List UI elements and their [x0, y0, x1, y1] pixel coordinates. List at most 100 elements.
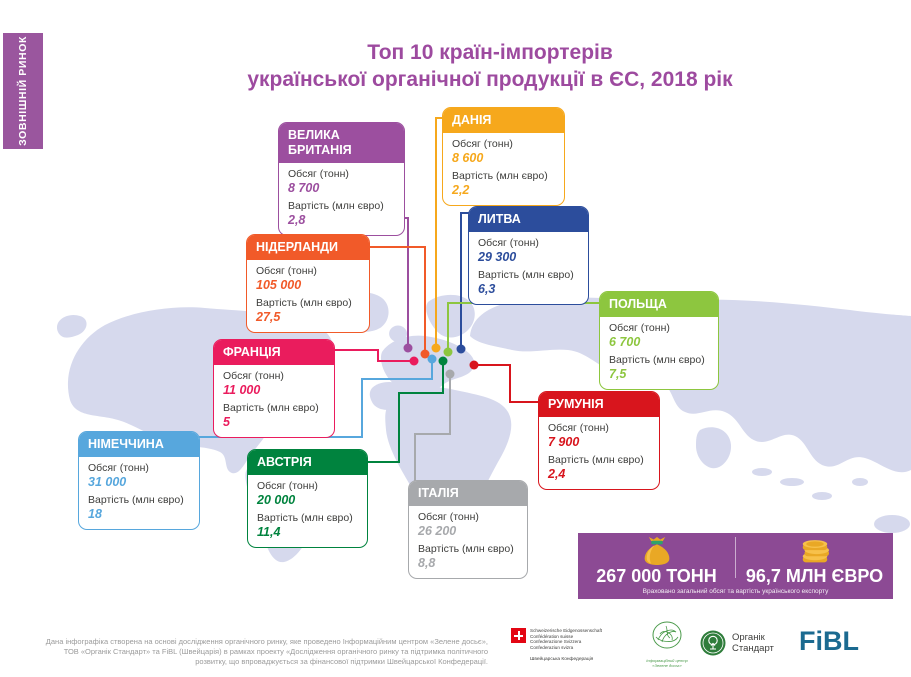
credit-line: Дана інфографіка створена на основі досл… [45, 637, 488, 646]
fibl-logo: FiBL [799, 626, 859, 656]
connector-velyka-brytaniia [404, 217, 409, 348]
value-value: 8,8 [418, 556, 436, 570]
value-value: 18 [88, 507, 102, 521]
country-card-lytva: ЛИТВА Обсяг (тонн) 29 300 Вартість (млн … [468, 206, 589, 305]
credit-text: Дана інфографіка створена на основі досл… [28, 637, 488, 667]
map-marker-nimechchyna [427, 354, 437, 364]
total-euros: 96,7 МЛН ЄВРО [745, 566, 884, 586]
country-name: НІДЕРЛАНДИ [247, 235, 369, 260]
country-card-niderlandy: НІДЕРЛАНДИ Обсяг (тонн) 105 000 Вартість… [246, 234, 370, 333]
swiss-line: Schweizerische Eidgenossenschaft [530, 628, 603, 633]
connector-italiia [414, 374, 451, 481]
value-value: 6,3 [478, 282, 496, 296]
map-marker-frantsiia [409, 356, 419, 366]
volume-value: 26 200 [418, 524, 457, 538]
volume-value: 11 000 [223, 383, 261, 397]
zelene-dosie-logo: Інформаційний центр «Зелене досьє» [637, 620, 697, 668]
map-marker-lytva [456, 344, 466, 354]
volume-label: Обсяг (тонн) [478, 237, 539, 249]
totals-note: Враховано загальний обсяг та вартість ук… [642, 588, 829, 595]
value-label: Вартість (млн євро) [288, 200, 384, 212]
volume-value: 105 000 [256, 278, 302, 292]
volume-value: 6 700 [609, 335, 641, 349]
organic-standard-line1: Органік [732, 632, 765, 643]
connector-daniia [435, 117, 443, 348]
organic-standard-line2: Стандарт [732, 643, 774, 654]
value-label: Вартість (млн євро) [478, 269, 574, 281]
volume-label: Обсяг (тонн) [609, 322, 670, 334]
volume-label: Обсяг (тонн) [452, 138, 513, 150]
value-label: Вартість (млн євро) [548, 454, 644, 466]
value-value: 5 [223, 415, 230, 429]
country-card-velyka-brytaniia: ВЕЛИКА БРИТАНІЯ Обсяг (тонн) 8 700 Варті… [278, 122, 405, 236]
map-marker-daniia [431, 343, 441, 353]
swiss-line: Confédération suisse [530, 633, 574, 639]
volume-value: 8 600 [452, 151, 484, 165]
country-name: РУМУНІЯ [539, 392, 659, 417]
value-value: 7,5 [609, 367, 627, 381]
totals-box: 267 000 ТОНН [578, 533, 893, 599]
country-card-polshcha: ПОЛЬЩА Обсяг (тонн) 6 700 Вартість (млн … [599, 291, 719, 390]
credit-line: розвитку, що впроваджується за фінансово… [195, 657, 488, 666]
map-marker-velyka-brytaniia [403, 343, 413, 353]
coin-stack-icon [795, 537, 835, 565]
country-card-avstriia: АВСТРІЯ Обсяг (тонн) 20 000 Вартість (мл… [247, 449, 368, 548]
swiss-line: Confederazione Svizzera [530, 639, 582, 645]
summary-divider [735, 537, 736, 578]
organic-standard-logo: Органік Стандарт [700, 630, 774, 656]
zelene-caption-line1: Інформаційний центр [646, 658, 688, 663]
value-label: Вартість (млн євро) [418, 543, 514, 555]
sidebar-tab: ЗОВНІШНІЙ РИНОК [3, 33, 43, 149]
country-name: ПОЛЬЩА [600, 292, 718, 317]
country-name: ВЕЛИКА БРИТАНІЯ [279, 123, 404, 163]
value-value: 2,2 [452, 183, 470, 197]
country-card-daniia: ДАНІЯ Обсяг (тонн) 8 600 Вартість (млн є… [442, 107, 565, 206]
value-label: Вартість (млн євро) [452, 170, 548, 182]
total-tons: 267 000 ТОНН [596, 566, 717, 586]
swiss-flag-icon [511, 628, 526, 643]
volume-value: 31 000 [88, 475, 127, 489]
value-label: Вартість (млн євро) [257, 512, 353, 524]
map-marker-avstriia [438, 356, 448, 366]
tree-icon [700, 630, 726, 656]
credit-line: ТОВ «Органік Стандарт» та FiBL (Швейцарі… [63, 647, 488, 656]
swiss-line: Confederaziun svizra [530, 644, 574, 650]
page-title: Топ 10 країн-імпортерів української орга… [110, 39, 870, 93]
value-value: 2,4 [548, 467, 566, 481]
swiss-caption: Швейцарська Конфедерація [530, 657, 594, 663]
value-label: Вартість (млн євро) [256, 297, 352, 309]
swiss-confederation-logo: Schweizerische Eidgenossenschaft Confédé… [511, 628, 621, 662]
country-name: ЛИТВА [469, 207, 588, 232]
volume-value: 8 700 [288, 181, 320, 195]
value-label: Вартість (млн євро) [609, 354, 705, 366]
map-marker-italiia [445, 369, 455, 379]
volume-label: Обсяг (тонн) [257, 480, 318, 492]
country-card-frantsiia: ФРАНЦІЯ Обсяг (тонн) 11 000 Вартість (мл… [213, 339, 335, 438]
volume-value: 20 000 [257, 493, 296, 507]
connector-polshcha [447, 302, 600, 352]
country-name: ФРАНЦІЯ [214, 340, 334, 365]
country-name: ІТАЛІЯ [409, 481, 527, 506]
page-title-line1: Топ 10 країн-імпортерів [367, 41, 613, 64]
money-bag-icon [640, 537, 674, 565]
connector-frantsiia [334, 349, 414, 362]
volume-value: 29 300 [478, 250, 517, 264]
volume-label: Обсяг (тонн) [223, 370, 284, 382]
volume-value: 7 900 [548, 435, 580, 449]
country-name: АВСТРІЯ [248, 450, 367, 475]
value-value: 11,4 [257, 525, 281, 539]
connector-avstriia [367, 361, 444, 463]
value-label: Вартість (млн євро) [88, 494, 184, 506]
zelene-caption-line2: «Зелене досьє» [652, 663, 682, 668]
value-value: 2,8 [288, 213, 306, 227]
connector-niderlandy [369, 246, 426, 354]
volume-label: Обсяг (тонн) [548, 422, 609, 434]
volume-label: Обсяг (тонн) [256, 265, 317, 277]
map-marker-rumuniia [469, 360, 479, 370]
country-card-nimechchyna: НІМЕЧЧИНА Обсяг (тонн) 31 000 Вартість (… [78, 431, 200, 530]
map-marker-niderlandy [420, 349, 430, 359]
country-card-rumuniia: РУМУНІЯ Обсяг (тонн) 7 900 Вартість (млн… [538, 391, 660, 490]
volume-label: Обсяг (тонн) [88, 462, 149, 474]
country-name: ДАНІЯ [443, 108, 564, 133]
